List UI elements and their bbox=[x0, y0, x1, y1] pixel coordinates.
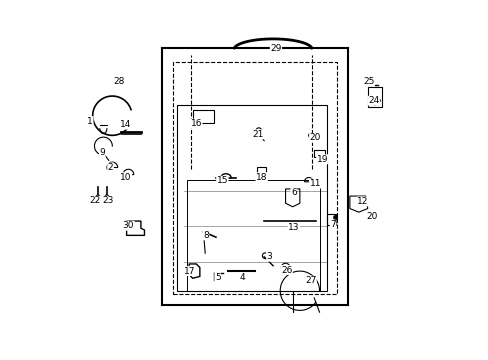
Text: 9: 9 bbox=[99, 148, 105, 157]
Bar bbox=[367, 87, 381, 107]
Text: 18: 18 bbox=[255, 173, 267, 182]
Bar bbox=[192, 111, 214, 123]
Text: 29: 29 bbox=[270, 44, 281, 53]
Text: 20: 20 bbox=[309, 133, 320, 142]
Text: 17: 17 bbox=[184, 267, 196, 276]
Text: 23: 23 bbox=[102, 196, 114, 205]
Text: 24: 24 bbox=[367, 96, 379, 105]
Text: 21: 21 bbox=[252, 130, 263, 139]
Circle shape bbox=[332, 215, 337, 220]
Bar bbox=[326, 214, 335, 225]
Text: 13: 13 bbox=[287, 222, 299, 231]
Text: 11: 11 bbox=[309, 179, 320, 188]
Text: 5: 5 bbox=[214, 273, 220, 282]
Text: 30: 30 bbox=[122, 221, 134, 230]
Bar bbox=[257, 167, 265, 175]
Text: 12: 12 bbox=[357, 197, 368, 206]
Text: 16: 16 bbox=[190, 119, 202, 128]
Text: 27: 27 bbox=[305, 276, 316, 285]
Text: 25: 25 bbox=[363, 77, 374, 86]
Bar bbox=[313, 150, 324, 157]
Text: 19: 19 bbox=[316, 155, 327, 164]
Text: 7: 7 bbox=[329, 220, 335, 229]
Text: 4: 4 bbox=[240, 273, 245, 282]
Circle shape bbox=[307, 133, 312, 138]
Bar bbox=[162, 48, 347, 305]
Text: 3: 3 bbox=[266, 252, 272, 261]
Text: 20: 20 bbox=[366, 212, 377, 221]
Text: 2: 2 bbox=[107, 163, 113, 172]
Text: 15: 15 bbox=[216, 176, 227, 185]
Text: 14: 14 bbox=[120, 120, 131, 129]
Text: 10: 10 bbox=[120, 173, 131, 182]
Text: 6: 6 bbox=[290, 188, 296, 197]
Bar bbox=[173, 62, 337, 294]
Text: 28: 28 bbox=[113, 77, 124, 86]
Text: 1: 1 bbox=[87, 117, 93, 126]
Text: 22: 22 bbox=[89, 196, 101, 205]
Text: 26: 26 bbox=[281, 266, 292, 275]
Text: 8: 8 bbox=[203, 231, 208, 240]
